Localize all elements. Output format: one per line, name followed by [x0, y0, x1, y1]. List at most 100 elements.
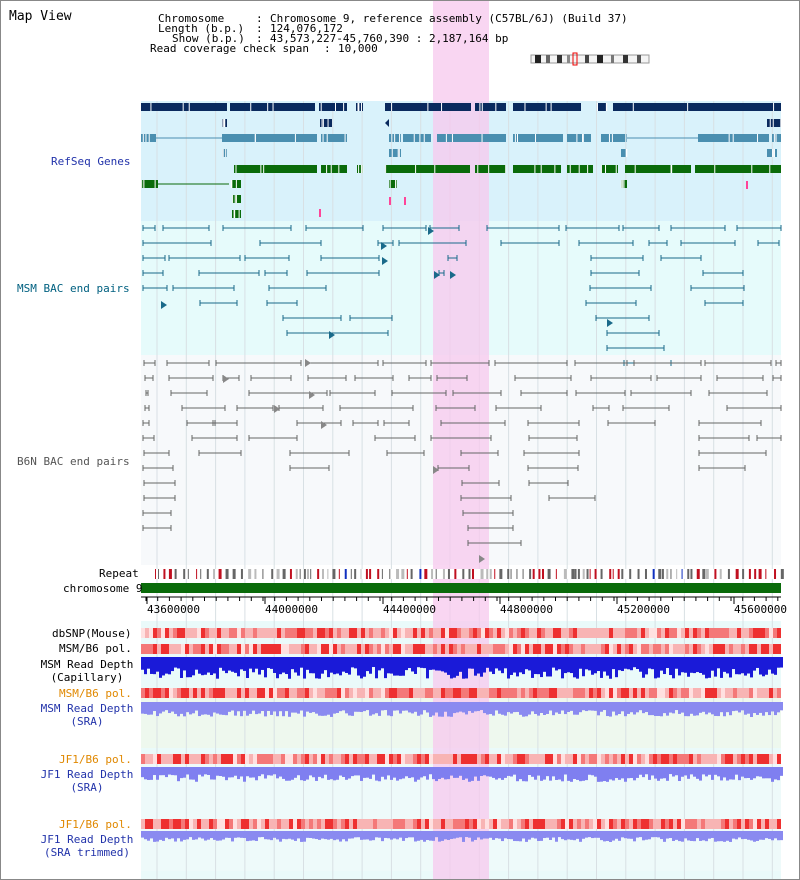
- depth-bar: [486, 702, 489, 715]
- depth-bar: [300, 767, 303, 781]
- repeat-mark: [480, 569, 484, 579]
- depth-bar: [663, 702, 666, 714]
- gene-exon-block: [625, 165, 691, 173]
- heat-cell: [329, 819, 333, 829]
- heat-cell: [529, 628, 533, 638]
- heat-cell: [389, 754, 393, 764]
- heat-cell: [705, 644, 709, 654]
- depth-bar: [456, 767, 459, 778]
- depth-bar: [516, 702, 519, 712]
- depth-bar: [429, 657, 432, 670]
- heat-cell: [149, 628, 153, 638]
- heat-cell: [409, 819, 413, 829]
- depth-bar: [342, 767, 345, 777]
- depth-bar: [393, 657, 396, 676]
- heat-cell: [205, 819, 209, 829]
- heat-cell: [533, 644, 537, 654]
- depth-bar: [474, 831, 477, 840]
- heat-cell: [609, 644, 613, 654]
- heat-cell: [181, 628, 185, 638]
- repeat-mark: [658, 569, 662, 579]
- depth-bar: [219, 702, 222, 715]
- heat-cell: [597, 819, 601, 829]
- heat-cell: [145, 754, 149, 764]
- depth-bar: [258, 767, 261, 777]
- heat-cell: [177, 628, 181, 638]
- heat-cell: [505, 754, 509, 764]
- heat-cell: [601, 644, 605, 654]
- depth-bar: [171, 831, 174, 839]
- heat-cell: [245, 628, 249, 638]
- heat-cell: [773, 644, 777, 654]
- depth-bar: [156, 831, 159, 842]
- repeat-mark: [765, 569, 767, 579]
- heat-cell: [761, 819, 765, 829]
- heat-cell: [293, 688, 297, 698]
- heat-cell: [229, 819, 233, 829]
- depth-bar: [609, 657, 612, 679]
- heat-cell: [321, 628, 325, 638]
- repeat-mark: [168, 569, 172, 579]
- heat-cell: [541, 819, 545, 829]
- depth-bar: [258, 831, 261, 838]
- depth-bar: [168, 767, 171, 775]
- repeat-mark: [702, 569, 706, 579]
- heat-cell: [265, 628, 269, 638]
- depth-bar: [732, 767, 735, 780]
- heat-cell: [629, 754, 633, 764]
- heat-cell: [661, 628, 665, 638]
- heat-cell: [185, 644, 189, 654]
- gene-exon-block: [230, 103, 315, 111]
- depth-bar: [609, 702, 612, 717]
- depth-bar: [150, 831, 153, 839]
- track-label-msm-bac[interactable]: MSM BAC end pairs: [17, 282, 130, 295]
- heat-cell: [553, 688, 557, 698]
- heat-cell: [545, 754, 549, 764]
- heat-cell: [465, 754, 469, 764]
- depth-bar: [348, 767, 351, 779]
- heat-cell: [389, 688, 393, 698]
- depth-bar: [615, 702, 618, 716]
- track-label-refseq[interactable]: RefSeq Genes: [51, 155, 131, 168]
- heat-cell: [709, 819, 713, 829]
- depth-bar: [747, 657, 750, 674]
- heat-cell: [237, 819, 241, 829]
- heat-cell: [245, 644, 249, 654]
- depth-bar: [771, 767, 774, 782]
- heat-cell: [369, 644, 373, 654]
- depth-bar: [318, 657, 321, 679]
- heat-cell: [529, 819, 533, 829]
- depth-bar: [312, 657, 315, 674]
- heat-cell: [537, 644, 541, 654]
- depth-bar: [636, 702, 639, 713]
- heat-cell: [417, 688, 421, 698]
- heat-cell: [581, 754, 585, 764]
- heat-cell: [613, 819, 617, 829]
- heat-cell: [369, 819, 373, 829]
- depth-bar: [159, 831, 162, 840]
- heat-cell: [621, 688, 625, 698]
- repeat-mark: [617, 569, 620, 579]
- heat-cell: [717, 644, 721, 654]
- depth-bar: [513, 702, 516, 713]
- repeat-mark: [442, 569, 445, 579]
- heat-cell: [377, 819, 381, 829]
- heat-cell: [229, 754, 233, 764]
- depth-bar: [642, 831, 645, 841]
- depth-bar: [591, 657, 594, 675]
- heat-cell: [357, 644, 361, 654]
- heat-cell: [605, 644, 609, 654]
- heat-cell: [477, 819, 481, 829]
- repeat-mark: [206, 569, 209, 579]
- track-label-b6n-bac[interactable]: B6N BAC end pairs: [17, 455, 130, 468]
- heat-cell: [645, 644, 649, 654]
- depth-bar: [510, 831, 513, 840]
- heat-cell: [665, 628, 669, 638]
- depth-bar: [324, 702, 327, 716]
- depth-bar: [534, 831, 537, 839]
- depth-bar: [672, 702, 675, 714]
- repeat-mark: [295, 569, 298, 579]
- heat-cell: [313, 644, 317, 654]
- gene-exon-block: [389, 180, 397, 188]
